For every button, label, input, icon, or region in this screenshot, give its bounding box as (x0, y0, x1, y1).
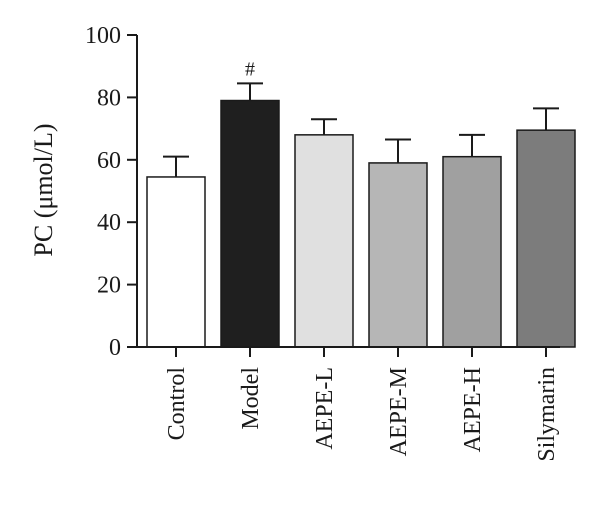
y-tick-label: 0 (109, 335, 121, 361)
x-tick-label: Silymarin (534, 367, 560, 462)
x-tick-label: AEPE-M (386, 367, 412, 456)
bar-aepe-m (368, 162, 428, 348)
x-tick-label: Model (238, 367, 264, 430)
y-tick-label: 40 (97, 210, 121, 236)
bar-silymarin (516, 129, 576, 348)
significance-marker: # (245, 58, 255, 80)
y-tick-label: 20 (97, 273, 121, 299)
y-tick-label: 60 (97, 148, 121, 174)
bar-model (220, 99, 280, 348)
bar-aepe-h (442, 155, 502, 348)
x-tick-label: AEPE-H (460, 367, 486, 452)
bars: # (146, 58, 576, 348)
x-axis: Control Model AEPE-L AEPE-M AEPE-H Silymarin (137, 346, 560, 462)
y-tick-label: 80 (97, 85, 121, 111)
bar-aepe-l (294, 134, 354, 348)
bar-control (146, 176, 206, 348)
x-tick-label: Control (164, 367, 190, 441)
y-tick-label: 100 (85, 23, 121, 49)
x-tick-label: AEPE-L (312, 367, 338, 450)
y-axis: 0 20 40 60 80 100 (85, 23, 138, 361)
y-axis-title: PC (μmol/L) (29, 123, 58, 256)
